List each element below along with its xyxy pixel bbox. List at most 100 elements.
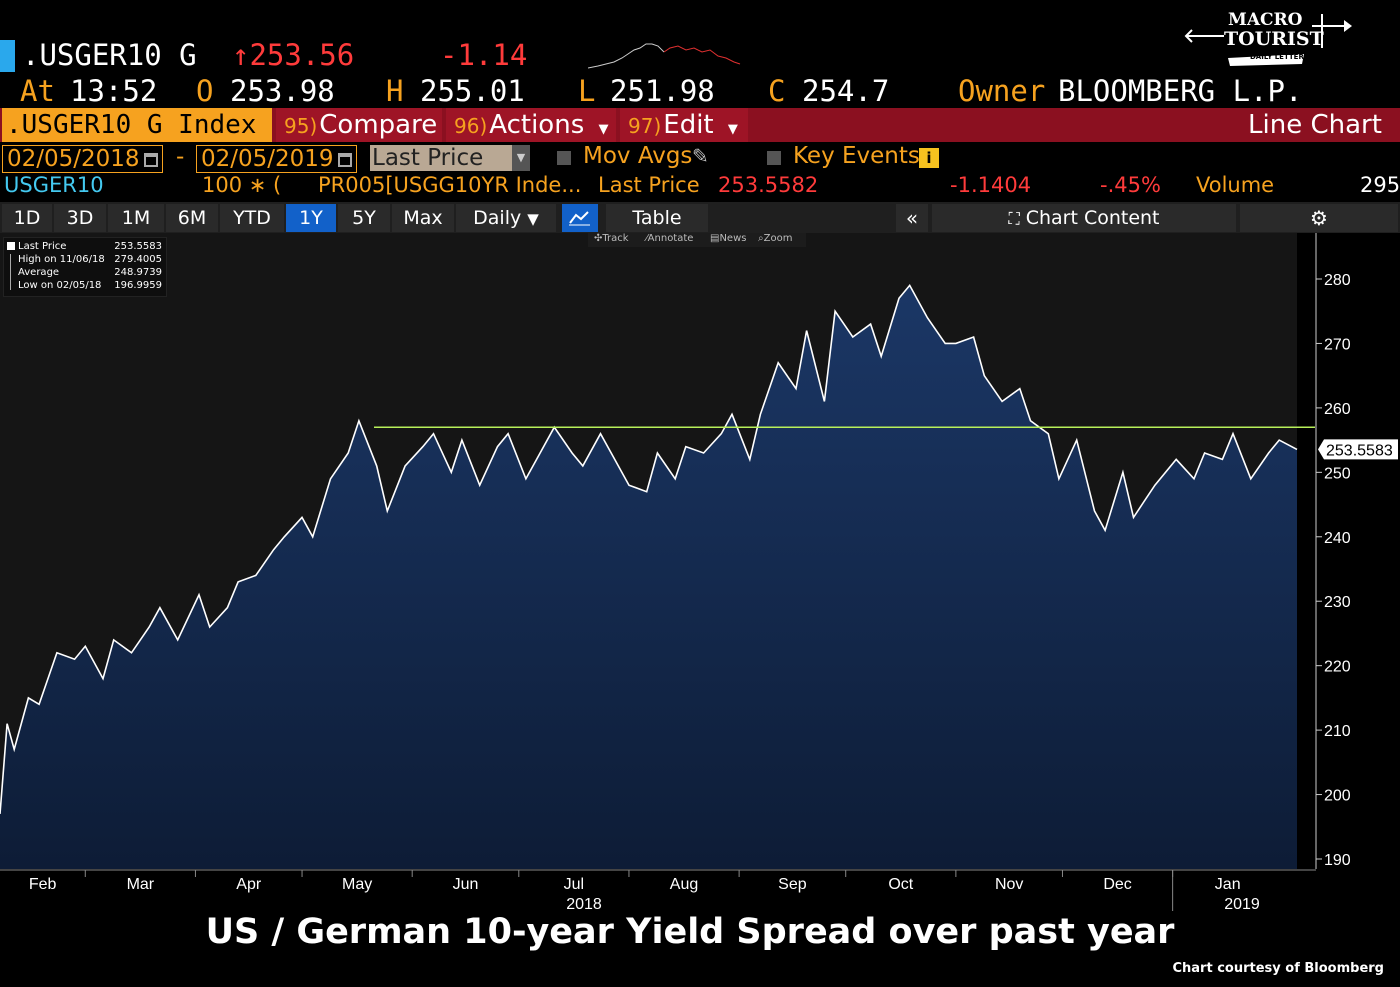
open-value: 253.98: [230, 74, 335, 108]
y-tick-label: 210: [1324, 723, 1351, 740]
actions-menu[interactable]: 96)Actions ▼: [446, 108, 616, 142]
volume-label: Volume: [1196, 173, 1275, 197]
period-1m-button[interactable]: 1M: [108, 204, 164, 232]
legend-bracket: [10, 254, 11, 290]
period-max-button[interactable]: Max: [392, 204, 454, 232]
gear-icon[interactable]: ⚙: [1240, 204, 1398, 232]
y-tick-label: 230: [1324, 594, 1351, 611]
mov-avgs-checkbox[interactable]: [557, 151, 571, 165]
x-tick-label: Dec: [1103, 876, 1131, 893]
chevron-down-icon: ▼: [527, 210, 539, 228]
series-multiplier: 100 ∗ (: [202, 173, 282, 197]
x-tick-label: Jul: [564, 876, 584, 893]
year-label: 2019: [1224, 896, 1260, 913]
frequency-select[interactable]: Daily ▼: [456, 204, 556, 232]
security-field[interactable]: .USGER10 G Index: [2, 108, 272, 142]
chart-content-icon: ⛶: [1008, 209, 1020, 228]
series-name: USGER10: [4, 173, 104, 197]
chart-content-button[interactable]: ⛶ Chart Content: [932, 204, 1236, 232]
chart-legend: Last Price 253.5583 High on 11/06/18 279…: [3, 237, 167, 297]
period-3d-button[interactable]: 3D: [54, 204, 106, 232]
annotate-tool[interactable]: ⁄ Annotate: [646, 233, 694, 244]
edit-menu[interactable]: 97)Edit ▼: [620, 108, 748, 142]
period-6m-button[interactable]: 6M: [166, 204, 218, 232]
y-tick-label: 260: [1324, 401, 1351, 418]
start-date-field[interactable]: 02/05/2018: [2, 145, 163, 173]
security-marker: [0, 40, 15, 72]
controls-row: 02/05/2018 - 02/05/2019 Last Price ▼ Mov…: [0, 143, 1400, 173]
field-select[interactable]: Last Price ▼: [370, 145, 530, 171]
logo-line-1: MACRO: [1228, 10, 1303, 30]
last-value-label: 253.5583: [1326, 442, 1393, 459]
y-tick-label: 240: [1324, 530, 1351, 547]
last-value-tag: [1318, 439, 1398, 460]
collapse-double-chevron-icon[interactable]: «: [896, 204, 928, 232]
legend-value: 248.9739: [114, 267, 162, 278]
chart-tool-strip: ✣ Track ⁄ Annotate ▤ News ⌕ Zoom: [588, 233, 806, 247]
y-tick-label: 220: [1324, 659, 1351, 676]
last-price-value: ↑253.56: [232, 38, 355, 72]
chevron-down-icon: ▼: [598, 122, 609, 137]
last-price-label: Last Price: [598, 173, 700, 197]
volume-value: 295: [1360, 173, 1400, 197]
legend-label: Average: [18, 267, 60, 278]
y-tick-label: 200: [1324, 788, 1351, 805]
x-tick-label: Sep: [778, 876, 807, 893]
period-1y-button[interactable]: 1Y: [286, 204, 336, 232]
table-button[interactable]: Table: [606, 204, 708, 232]
series-line: [0, 283, 1298, 814]
year-label: 2018: [566, 896, 602, 913]
x-tick-label: Jun: [453, 876, 479, 893]
high-label: H: [386, 74, 404, 108]
pencil-icon[interactable]: ✎: [692, 144, 709, 168]
logo-line-2: TOURIST: [1224, 28, 1324, 50]
legend-label: High on 11/06/18: [18, 254, 105, 265]
key-events-label: Key Events: [793, 143, 920, 169]
date-separator: -: [176, 144, 185, 170]
low-label: L: [578, 74, 596, 108]
x-tick-label: Mar: [127, 876, 155, 893]
news-tool[interactable]: ▤ News: [710, 233, 747, 244]
net-change-value: -1.14: [440, 38, 528, 72]
period-5y-button[interactable]: 5Y: [338, 204, 390, 232]
x-tick-label: May: [342, 876, 372, 893]
zoom-tool[interactable]: ⌕ Zoom: [758, 233, 793, 244]
logo-graphic: [1184, 14, 1352, 66]
x-tick-label: Aug: [670, 876, 698, 893]
x-tick-label: Oct: [888, 876, 913, 893]
chart-credit: Chart courtesy of Bloomberg: [1172, 961, 1384, 976]
calendar-icon[interactable]: [143, 153, 158, 167]
info-icon[interactable]: i: [919, 148, 939, 168]
function-bar: .USGER10 G Index 95)Compare 96)Actions ▼…: [0, 108, 1400, 142]
track-tool[interactable]: ✣ Track: [594, 233, 629, 244]
time-value: 13:52: [70, 74, 158, 108]
low-value: 251.98: [610, 74, 715, 108]
chart-caption: US / German 10-year Yield Spread over pa…: [205, 912, 1175, 952]
compare-button[interactable]: 95)Compare: [276, 108, 442, 142]
owner-value: BLOOMBERG L.P.: [1058, 74, 1303, 108]
mov-avgs-label: Mov Avgs: [583, 143, 693, 169]
x-tick-label: Jan: [1215, 876, 1241, 893]
period-1d-button[interactable]: 1D: [2, 204, 52, 232]
open-label: O: [196, 74, 214, 108]
price-chart: 190 200 210 220 230 240 250 260 270 280 253.5583 Fe…: [0, 233, 1400, 913]
legend-value: 196.9959: [114, 280, 162, 291]
owner-label: Owner: [958, 74, 1046, 108]
x-tick-label: Nov: [995, 876, 1023, 893]
chevron-down-icon: ▼: [512, 145, 530, 171]
header-row-2: At 13:52 O 253.98 H 255.01 L 251.98 C 25…: [0, 74, 1400, 108]
line-chart-icon[interactable]: [562, 204, 598, 232]
chart-area: 190 200 210 220 230 240 250 260 270 280 253.5583 Fe…: [0, 233, 1400, 987]
series-formula: PR005[USGG10YR Inde...: [318, 173, 582, 197]
calendar-icon[interactable]: [337, 153, 352, 167]
y-tick-label: 250: [1324, 465, 1351, 482]
y-tick-label: 280: [1324, 272, 1351, 289]
key-events-checkbox[interactable]: [767, 151, 781, 165]
last-price-figure: 253.5582: [718, 173, 819, 197]
ticker-label: .USGER10 G: [22, 38, 197, 72]
period-ytd-button[interactable]: YTD: [220, 204, 284, 232]
end-date-field[interactable]: 02/05/2019: [196, 145, 357, 173]
series-change: -1.1404: [950, 173, 1032, 197]
legend-label: Last Price: [18, 241, 67, 252]
axis-background: [1297, 233, 1400, 869]
